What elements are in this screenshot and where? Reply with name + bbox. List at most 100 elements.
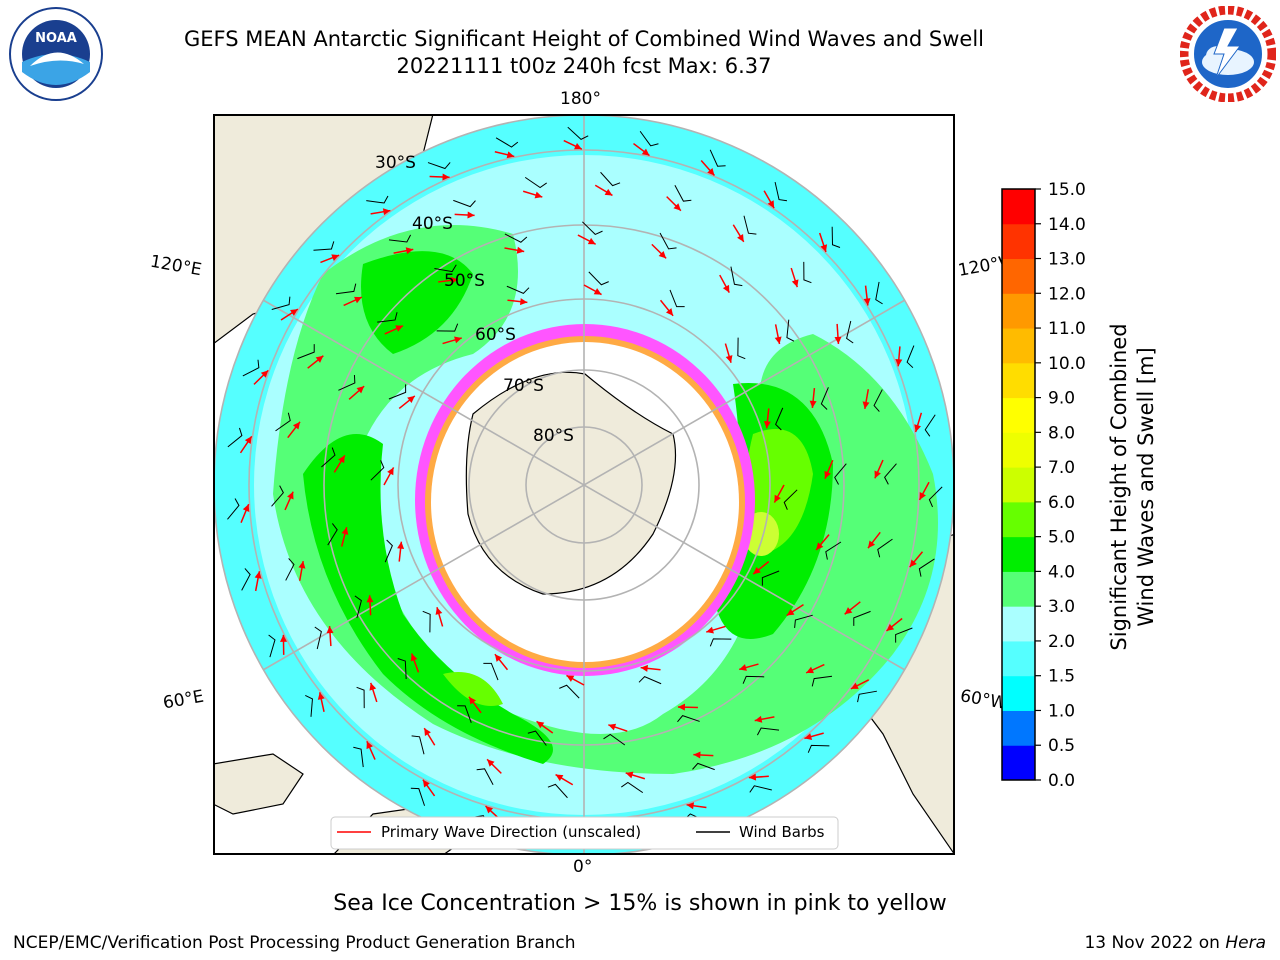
colorbar-block xyxy=(1002,745,1035,781)
wave-direction-arrowhead xyxy=(454,336,462,344)
wind-barb xyxy=(834,463,847,485)
wave-direction-arrowhead xyxy=(395,325,404,332)
footer-credit: NCEP/EMC/Verification Post Processing Pr… xyxy=(13,933,576,953)
wind-barb xyxy=(338,374,356,391)
wind-barb xyxy=(906,345,915,369)
wave-direction-arrowhead xyxy=(516,246,525,254)
wave-direction-arrowhead xyxy=(844,607,853,615)
wave-direction-arrowhead xyxy=(536,721,545,729)
wave-direction-arrowhead xyxy=(407,395,415,404)
wind-barb xyxy=(476,768,494,785)
wind-barb xyxy=(659,232,677,250)
wave-direction-arrowhead xyxy=(566,675,575,682)
wave-direction-arrowhead xyxy=(809,400,817,408)
wave-direction-arrowhead xyxy=(485,806,494,814)
colorbar-block xyxy=(1002,328,1035,364)
wave-direction-arrowhead xyxy=(914,424,922,433)
colorbar-block xyxy=(1002,640,1035,677)
legend-label-barbs: Wind Barbs xyxy=(739,823,825,841)
wind-barb xyxy=(227,427,243,448)
wave-direction-arrowhead xyxy=(369,682,377,691)
wave-direction-arrowhead xyxy=(244,436,252,445)
wave-direction-arrowhead xyxy=(341,527,349,535)
wave-direction-arrowhead xyxy=(435,607,443,615)
colorbar-tick-label: 10.0 xyxy=(1048,354,1086,374)
wave-direction-arrowhead xyxy=(658,250,667,259)
wave-direction-arrowhead xyxy=(520,298,528,306)
wave-direction-arrowhead xyxy=(280,634,288,642)
colorbar-blocks xyxy=(1002,189,1035,781)
wave-band-5-6-b xyxy=(443,672,503,706)
colorbar-ticks: 0.0 0.5 1.0 1.5 2.0 3.0 4.0 5.0 6.0 7.0 8.0 9.0 10.0… xyxy=(1035,180,1086,790)
wind-barb xyxy=(275,412,291,432)
wind-barb xyxy=(853,610,871,626)
lon-label-180: 180° xyxy=(560,89,601,109)
colorbar-block xyxy=(1002,258,1035,294)
wind-barb xyxy=(335,283,357,295)
wave-direction-arrowhead xyxy=(410,653,418,662)
chart-title: GEFS MEAN Antarctic Significant Height o… xyxy=(183,27,985,51)
wave-direction-arrowhead xyxy=(874,470,881,479)
wind-barb xyxy=(857,690,877,703)
wind-barb xyxy=(807,744,830,753)
wind-barb xyxy=(353,746,364,768)
wave-direction-arrowhead xyxy=(767,200,775,209)
wave-direction-arrowhead xyxy=(863,298,871,306)
wind-barb xyxy=(692,762,715,771)
colorbar-tick-label: 14.0 xyxy=(1048,215,1086,235)
wave-direction-arrowhead xyxy=(686,802,695,810)
wave-direction-arrowhead xyxy=(593,288,602,295)
colorbar-block xyxy=(1002,710,1035,746)
wind-barb xyxy=(895,627,913,643)
wind-barb xyxy=(677,715,700,723)
wave-direction-arrowhead xyxy=(534,191,543,199)
wave-direction-arrowhead xyxy=(366,595,374,603)
wind-barb xyxy=(749,785,772,793)
wind-barb xyxy=(559,684,580,699)
wind-barb xyxy=(527,730,547,746)
wave-direction-arrowhead xyxy=(707,167,715,176)
wave-direction-arrowhead xyxy=(354,296,362,304)
footer-date: 13 Nov 2022 on Hera xyxy=(1084,933,1266,953)
wave-direction-arrowhead xyxy=(366,741,373,750)
colorbar-tick-label: 1.0 xyxy=(1048,701,1075,721)
colorbar-label-line2: Wind Waves and Swell [m] xyxy=(1134,347,1158,627)
wave-direction-arrowhead xyxy=(824,470,831,479)
wave-direction-arrowhead xyxy=(774,336,782,345)
wind-barb xyxy=(709,149,726,167)
wind-barb xyxy=(877,538,893,558)
colorbar-block xyxy=(1002,223,1035,260)
colorbar-tick-label: 15.0 xyxy=(1048,180,1086,200)
wave-direction-arrowhead xyxy=(625,771,634,779)
wave-direction-arrowhead xyxy=(763,421,771,429)
wind-barb xyxy=(811,675,833,687)
wind-barb xyxy=(327,523,338,546)
wind-barb xyxy=(483,662,499,681)
wind-barb xyxy=(271,296,291,310)
wind-barb xyxy=(297,344,315,360)
wind-barb xyxy=(669,289,685,308)
wind-barb xyxy=(825,541,842,560)
wind-barb xyxy=(761,570,780,586)
wind-barb xyxy=(411,735,425,755)
wave-direction-arrowhead xyxy=(317,692,325,700)
wind-barb xyxy=(384,539,393,563)
footer-machine: Hera xyxy=(1225,933,1266,953)
colorbar-block xyxy=(1002,675,1035,711)
noaa-logo-icon: NOAA xyxy=(9,7,103,101)
wave-direction-arrowhead xyxy=(737,234,744,242)
map-frame-border xyxy=(213,114,955,855)
wind-barb xyxy=(582,221,603,236)
colorbar-block xyxy=(1002,501,1035,538)
wind-barb xyxy=(524,176,547,189)
wind-barb xyxy=(774,181,788,202)
wind-barb xyxy=(621,781,644,794)
wave-direction-arrowhead xyxy=(753,566,761,575)
wave-direction-arrowhead xyxy=(254,571,262,579)
wave-direction-arrowhead xyxy=(806,666,814,674)
colorbar-tick-label: 11.0 xyxy=(1048,319,1086,339)
wave-direction-arrowhead xyxy=(725,355,733,363)
wind-barb xyxy=(639,130,659,147)
wind-barb xyxy=(600,171,621,187)
wave-direction-arrows xyxy=(227,126,943,843)
